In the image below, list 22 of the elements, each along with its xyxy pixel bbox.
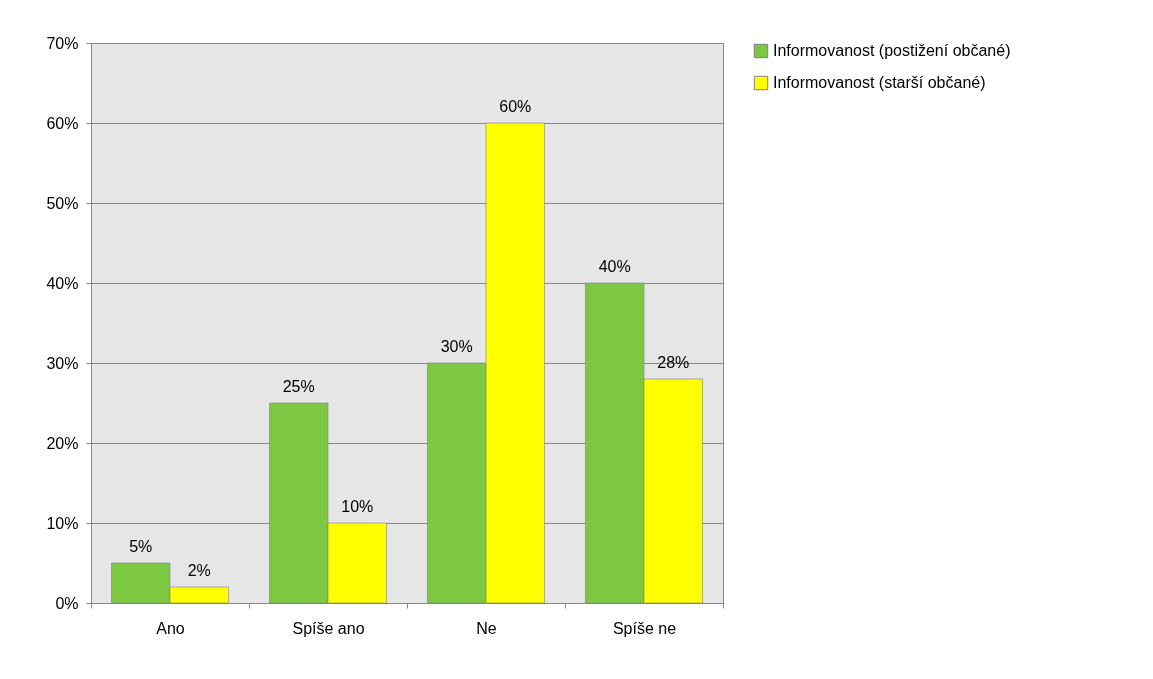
x-tick-label: Spíše ano bbox=[292, 619, 365, 637]
data-label: 2% bbox=[187, 562, 211, 579]
y-tick-label: 10% bbox=[46, 514, 79, 532]
data-label: 28% bbox=[657, 354, 690, 371]
x-tick-label: Ano bbox=[156, 619, 185, 637]
y-tick-label: 30% bbox=[46, 354, 79, 372]
y-tick-label: 20% bbox=[46, 434, 79, 452]
data-label: 25% bbox=[282, 378, 315, 395]
y-tick-label: 50% bbox=[46, 194, 79, 212]
data-label: 60% bbox=[499, 98, 532, 115]
legend-label: Informovanost (postižení občané) bbox=[773, 42, 1011, 59]
y-tick-label: 70% bbox=[46, 34, 79, 52]
x-tick-label: Ne bbox=[476, 619, 497, 637]
x-tick-label: Spíše ne bbox=[612, 619, 677, 637]
data-label: 5% bbox=[129, 538, 153, 555]
y-tick-label: 40% bbox=[46, 274, 79, 292]
legend-label: Informovanost (starší občané) bbox=[773, 74, 986, 91]
data-label: 10% bbox=[341, 498, 374, 515]
y-tick-label: 0% bbox=[55, 594, 79, 612]
y-tick-label: 60% bbox=[46, 114, 79, 132]
data-label: 40% bbox=[598, 258, 631, 275]
data-label: 30% bbox=[440, 338, 473, 355]
